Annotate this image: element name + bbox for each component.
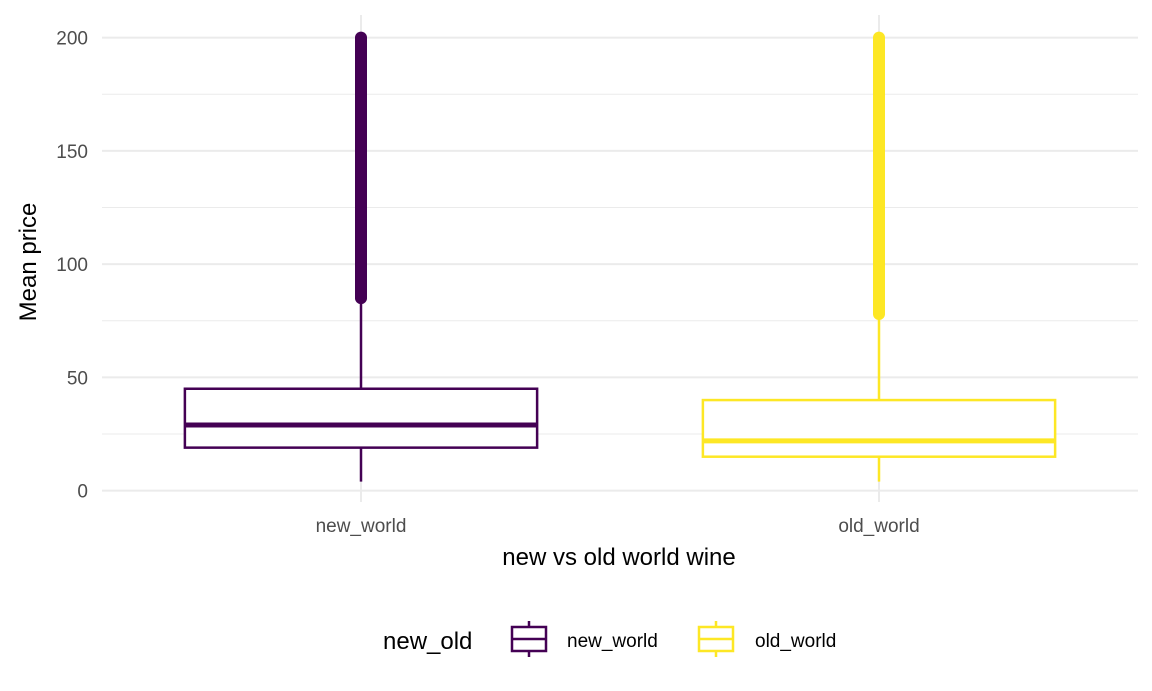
boxes	[183, 31, 1057, 482]
box-old_world	[701, 31, 1057, 482]
y-axis-title: Mean price	[15, 203, 42, 322]
x-tick-label: old_world	[838, 516, 919, 537]
y-tick-label: 50	[67, 368, 88, 389]
x-tick-label: new_world	[316, 516, 407, 537]
box-rect	[701, 398, 1057, 458]
outliers	[355, 31, 367, 305]
legend-title: new_old	[383, 628, 472, 655]
legend-key-new_world: new_world	[510, 621, 658, 657]
y-tick-label: 100	[56, 255, 88, 276]
outliers	[873, 31, 885, 320]
y-tick-labels: 0 50 100 150 200	[56, 29, 88, 503]
y-tick-label: 200	[56, 29, 88, 50]
box-rect	[183, 387, 539, 449]
box-new_world	[183, 31, 539, 482]
legend-label: old_world	[755, 631, 836, 652]
legend-key-old_world: old_world	[697, 621, 836, 657]
outlier-point	[355, 31, 367, 44]
x-axis-title: new vs old world wine	[502, 544, 735, 571]
outlier-point	[873, 31, 885, 44]
y-tick-label: 0	[77, 482, 88, 503]
legend-label: new_world	[567, 631, 658, 652]
x-tick-labels: new_world old_world	[316, 516, 920, 537]
y-tick-label: 150	[56, 142, 88, 163]
legend: new_old new_world old_world	[383, 621, 836, 657]
